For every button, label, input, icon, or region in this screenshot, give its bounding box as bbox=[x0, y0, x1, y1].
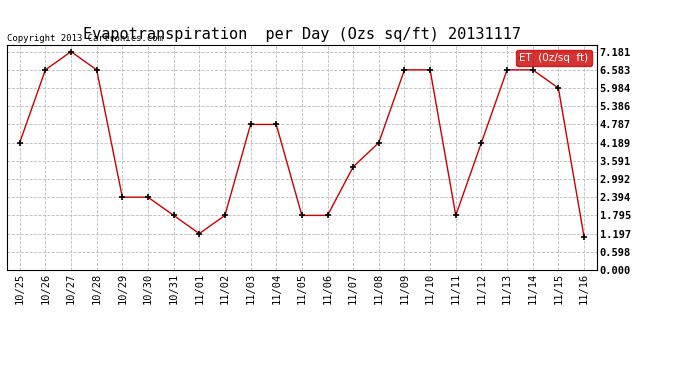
Title: Evapotranspiration  per Day (Ozs sq/ft) 20131117: Evapotranspiration per Day (Ozs sq/ft) 2… bbox=[83, 27, 521, 42]
Legend: ET  (0z/sq  ft): ET (0z/sq ft) bbox=[516, 50, 591, 66]
Text: Copyright 2013 Cartronics.com: Copyright 2013 Cartronics.com bbox=[7, 34, 163, 43]
